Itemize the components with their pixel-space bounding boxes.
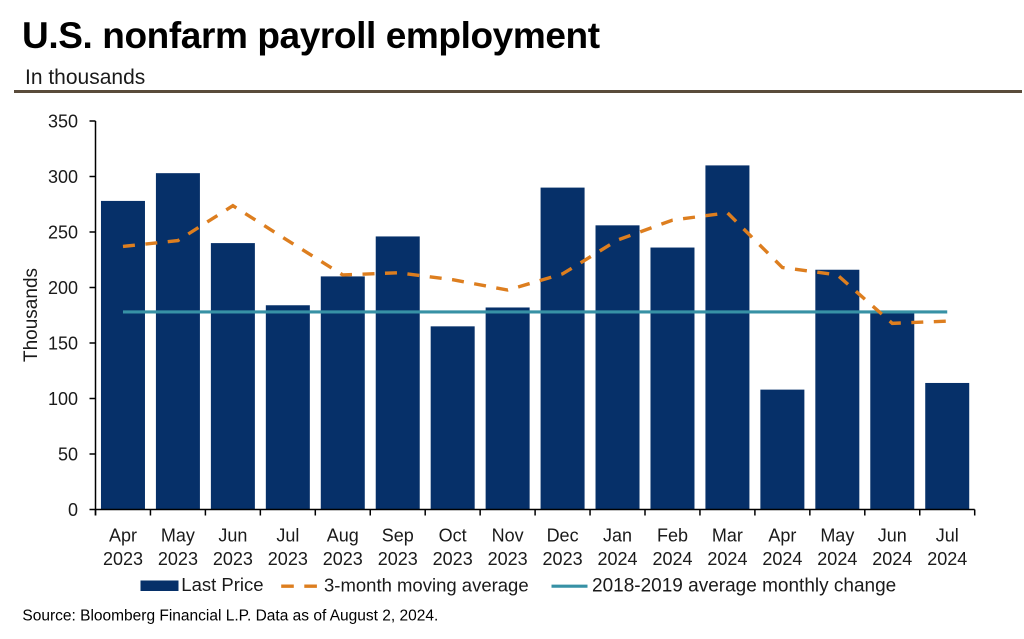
svg-text:Feb: Feb	[657, 526, 688, 546]
svg-text:Mar: Mar	[712, 526, 743, 546]
svg-text:2023: 2023	[433, 549, 473, 569]
svg-text:Aug: Aug	[327, 526, 359, 546]
svg-text:In thousands: In thousands	[25, 66, 145, 89]
svg-text:Last Price: Last Price	[181, 574, 263, 595]
svg-text:50: 50	[58, 445, 78, 465]
svg-text:2023: 2023	[323, 549, 363, 569]
svg-text:2023: 2023	[158, 549, 198, 569]
svg-text:200: 200	[48, 278, 78, 298]
svg-text:May: May	[161, 526, 195, 546]
svg-text:Sep: Sep	[382, 526, 414, 546]
svg-text:2023: 2023	[543, 549, 583, 569]
svg-text:Apr: Apr	[768, 526, 796, 546]
svg-text:Thousands: Thousands	[21, 268, 42, 362]
svg-text:Apr: Apr	[109, 526, 137, 546]
svg-text:2024: 2024	[927, 549, 967, 569]
svg-text:Jun: Jun	[878, 526, 907, 546]
svg-text:Jan: Jan	[603, 526, 632, 546]
svg-text:Source: Bloomberg Financial L.: Source: Bloomberg Financial L.P. Data as…	[22, 608, 438, 625]
svg-text:Jul: Jul	[276, 526, 299, 546]
svg-text:2023: 2023	[268, 549, 308, 569]
svg-text:250: 250	[48, 223, 78, 243]
svg-text:2024: 2024	[597, 549, 637, 569]
svg-text:2023: 2023	[378, 549, 418, 569]
svg-text:2023: 2023	[488, 549, 528, 569]
svg-text:U.S. nonfarm payroll employmen: U.S. nonfarm payroll employment	[22, 15, 600, 56]
svg-text:Dec: Dec	[547, 526, 579, 546]
svg-text:2023: 2023	[103, 549, 143, 569]
svg-text:350: 350	[48, 112, 78, 132]
svg-text:2024: 2024	[707, 549, 747, 569]
svg-text:May: May	[820, 526, 854, 546]
svg-text:0: 0	[68, 500, 78, 520]
svg-text:2024: 2024	[817, 549, 857, 569]
svg-text:Nov: Nov	[492, 526, 524, 546]
svg-text:100: 100	[48, 389, 78, 409]
svg-text:2024: 2024	[872, 549, 912, 569]
svg-text:Jun: Jun	[218, 526, 247, 546]
svg-text:Jul: Jul	[936, 526, 959, 546]
svg-text:2024: 2024	[652, 549, 692, 569]
svg-text:3-month moving average: 3-month moving average	[324, 574, 529, 595]
svg-text:2018-2019 average monthly chan: 2018-2019 average monthly change	[592, 575, 896, 596]
svg-text:150: 150	[48, 334, 78, 354]
svg-text:Oct: Oct	[439, 526, 467, 546]
svg-text:300: 300	[48, 167, 78, 187]
svg-text:2024: 2024	[762, 549, 802, 569]
svg-text:2023: 2023	[213, 549, 253, 569]
